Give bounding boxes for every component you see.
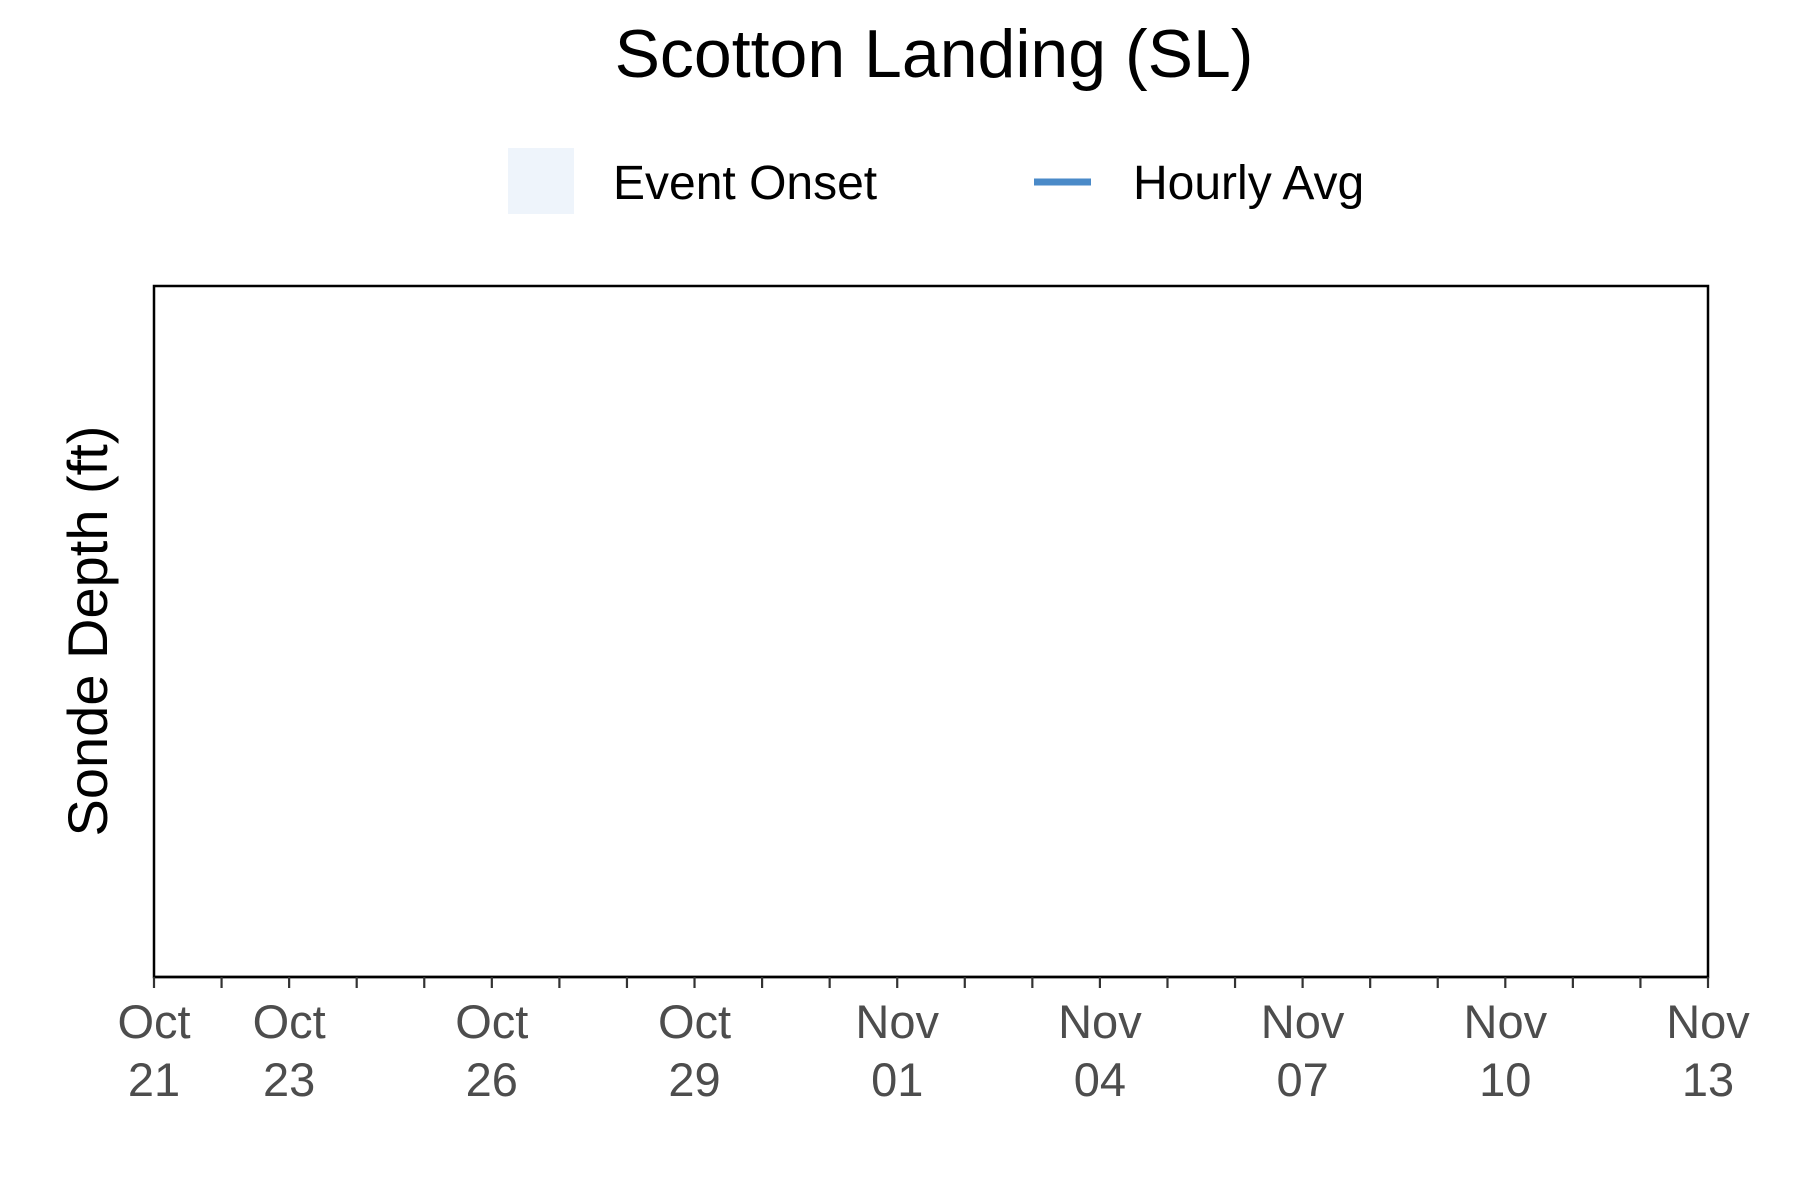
x-tick-label: Nov 10 (1464, 995, 1548, 1106)
legend-item: Hourly Avg (1034, 157, 1364, 210)
legend: Event Onset Hourly Avg (508, 148, 1364, 214)
x-tick-label: Nov 04 (1058, 995, 1142, 1106)
x-tick-label: Oct 26 (455, 995, 528, 1106)
chart-title: Scotton Landing (SL) (615, 16, 1254, 92)
x-axis: Oct 21 Oct 23 Oct 26 Oct 29 Nov 01 Nov 04 Nov 07 Nov 10… (117, 975, 1750, 1106)
legend-label: Hourly Avg (1133, 157, 1364, 210)
x-tick-label: Nov 13 (1666, 995, 1750, 1106)
legend-key-area (508, 148, 574, 214)
x-tick-label: Oct 21 (117, 995, 190, 1106)
y-axis-label: Sonde Depth (ft) (56, 426, 119, 837)
x-tick-label: Nov 07 (1261, 995, 1345, 1106)
x-tick-label: Oct 23 (253, 995, 326, 1106)
legend-label: Event Onset (613, 157, 877, 210)
x-tick-label: Nov 01 (855, 995, 939, 1106)
x-tick-label: Oct 29 (658, 995, 731, 1106)
legend-item: Event Onset (508, 148, 877, 214)
